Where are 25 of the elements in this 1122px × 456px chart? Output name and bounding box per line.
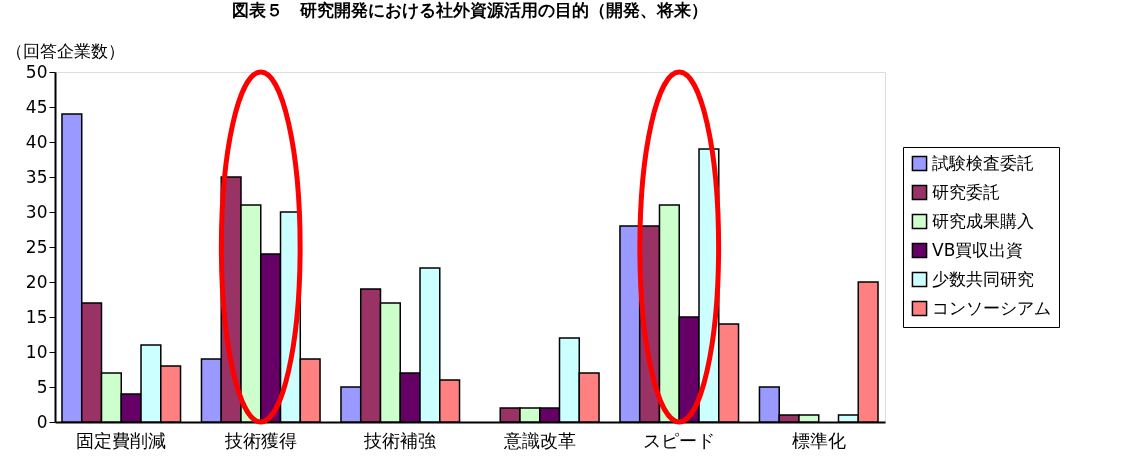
y-tick-label: 5: [36, 376, 48, 397]
y-tick-label: 40: [25, 131, 48, 152]
y-tick-label: 20: [25, 271, 48, 292]
x-tick-label: 固定費削減: [76, 429, 167, 451]
y-tick-label: 30: [25, 201, 48, 222]
y-axis-title: （回答企業数）: [5, 40, 125, 61]
y-tick-label: 50: [25, 61, 48, 82]
chart-title: 図表５ 研究開発における社外資源活用の目的（開発、将来）: [232, 0, 708, 20]
y-tick-label: 25: [25, 236, 48, 257]
y-tick-label: 45: [25, 96, 48, 117]
x-tick-label: スピード: [643, 429, 716, 451]
y-tick-label: 0: [36, 411, 48, 432]
legend-label: 試験検査委託: [932, 152, 1034, 173]
legend-label: 研究成果購入: [932, 210, 1034, 231]
y-tick-label: 35: [25, 166, 48, 187]
x-tick-label: 標準化: [791, 429, 846, 451]
x-tick-label: 意識改革: [502, 429, 576, 451]
legend-label: VB買収出資: [932, 239, 1024, 260]
legend-label: 少数共同研究: [932, 268, 1034, 289]
x-tick-label: 技術獲得: [223, 429, 297, 451]
y-tick-label: 10: [25, 341, 48, 362]
legend-label: コンソーシアム: [932, 297, 1051, 318]
legend-label: 研究委託: [932, 181, 1000, 202]
y-tick-label: 15: [25, 306, 48, 327]
x-tick-label: 技術補強: [363, 429, 437, 451]
